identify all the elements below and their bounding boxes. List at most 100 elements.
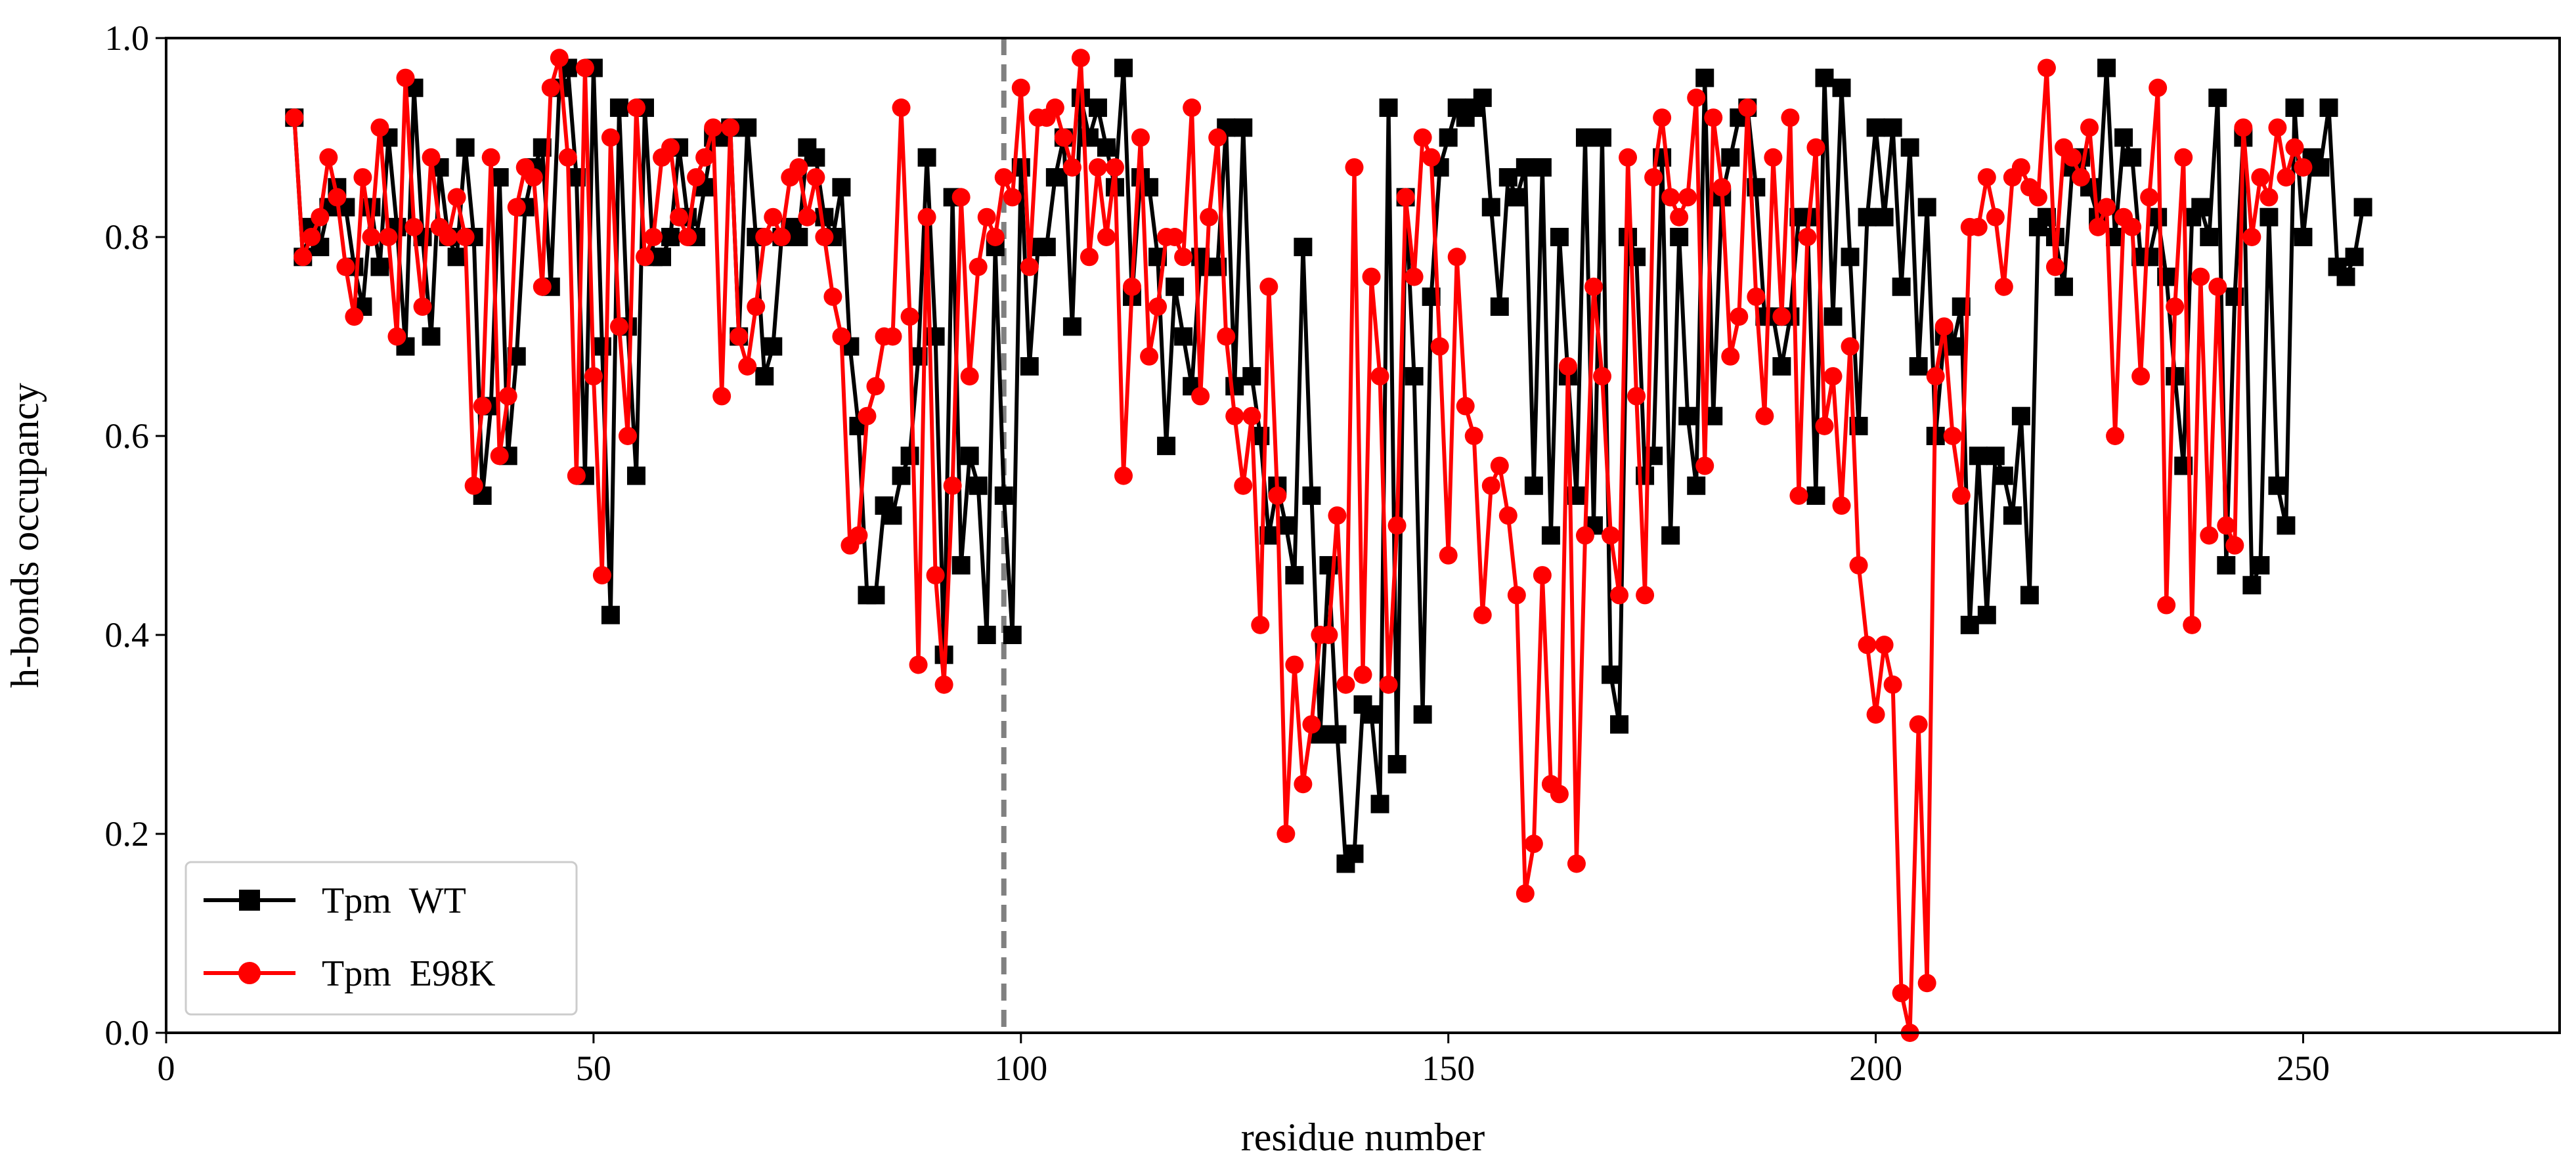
data-point (764, 337, 783, 356)
data-point (1593, 367, 1611, 386)
data-point (370, 118, 389, 137)
data-point (379, 228, 398, 246)
data-point (626, 98, 645, 118)
data-point (900, 307, 919, 326)
data-point (1909, 715, 1928, 734)
data-point (960, 367, 979, 386)
data-point (653, 248, 672, 267)
data-point (507, 198, 526, 217)
data-point (294, 248, 313, 267)
data-point (1148, 297, 1168, 316)
data-point (747, 297, 766, 316)
data-point (1353, 665, 1372, 684)
data-point (1302, 715, 1321, 734)
data-point (1387, 754, 1407, 773)
data-point (2208, 277, 2227, 296)
data-point (1977, 168, 1996, 187)
data-point (1405, 267, 1424, 286)
data-point (473, 397, 492, 416)
data-point (2277, 168, 2296, 187)
data-point (2072, 168, 2090, 187)
data-point (969, 257, 988, 276)
data-point (866, 377, 885, 396)
data-point (1294, 775, 1313, 794)
data-point (1986, 207, 2005, 227)
data-point (951, 188, 971, 207)
data-point (1994, 277, 2013, 296)
series-e98k (285, 49, 2313, 1042)
data-point (1071, 49, 1090, 68)
data-point (1234, 476, 1253, 495)
data-point (404, 217, 424, 236)
data-point (1849, 555, 1868, 575)
data-point (2140, 248, 2159, 267)
data-point (1858, 207, 1877, 227)
data-point (1166, 228, 1185, 246)
data-point (943, 476, 962, 495)
data-point (1379, 675, 1398, 694)
data-point (1062, 158, 1081, 177)
data-point (1277, 825, 1296, 843)
data-point (1841, 337, 1860, 356)
data-point (917, 207, 936, 227)
data-point (960, 446, 979, 466)
data-point (858, 406, 877, 425)
data-point (2217, 516, 2236, 535)
data-point (1806, 138, 1825, 157)
data-point (2225, 536, 2244, 555)
data-point (1670, 207, 1689, 227)
data-point (567, 466, 586, 485)
data-point (1114, 58, 1133, 77)
data-point (1678, 188, 1697, 207)
data-point (1815, 68, 1834, 87)
data-point (772, 228, 791, 246)
data-point (892, 466, 911, 485)
data-point (1302, 486, 1321, 505)
data-point (1439, 128, 1458, 147)
data-point (2251, 555, 2270, 575)
data-point (1362, 705, 1381, 724)
data-point (1114, 466, 1133, 485)
data-point (1054, 128, 1073, 147)
data-point (1498, 168, 1517, 187)
data-point (1866, 705, 1885, 724)
data-point (1926, 367, 1945, 386)
data-point (934, 675, 953, 694)
data-point (712, 387, 731, 406)
data-point (1883, 118, 1902, 137)
data-point (1088, 158, 1107, 177)
data-point (1191, 387, 1210, 406)
data-point (2114, 128, 2133, 147)
x-tick-label: 150 (1422, 1049, 1475, 1088)
data-point (2251, 168, 2270, 187)
data-point (670, 207, 689, 227)
data-point (1259, 277, 1278, 296)
data-point (2259, 207, 2279, 227)
data-point (1490, 297, 1509, 316)
data-point (1362, 267, 1381, 286)
data-point (1644, 168, 1663, 187)
data-point (2259, 188, 2279, 207)
data-point (883, 506, 902, 525)
data-point (1533, 566, 1552, 585)
data-point (832, 327, 851, 346)
data-point (1678, 406, 1697, 425)
data-point (2336, 267, 2355, 286)
data-point (626, 466, 645, 485)
data-point (1003, 626, 1022, 644)
data-point (2345, 248, 2364, 267)
data-point (1789, 486, 1808, 505)
data-point (1490, 456, 1509, 475)
data-point (1627, 387, 1646, 406)
data-point (2054, 277, 2073, 296)
data-point (2097, 198, 2116, 217)
data-point (422, 327, 441, 346)
data-point (738, 357, 757, 376)
data-point (490, 446, 509, 466)
data-point (2149, 207, 2168, 227)
data-point (1772, 307, 1791, 326)
data-point (2080, 118, 2099, 137)
data-point (1900, 138, 1919, 157)
data-point (1883, 675, 1902, 694)
data-point (1541, 526, 1560, 545)
